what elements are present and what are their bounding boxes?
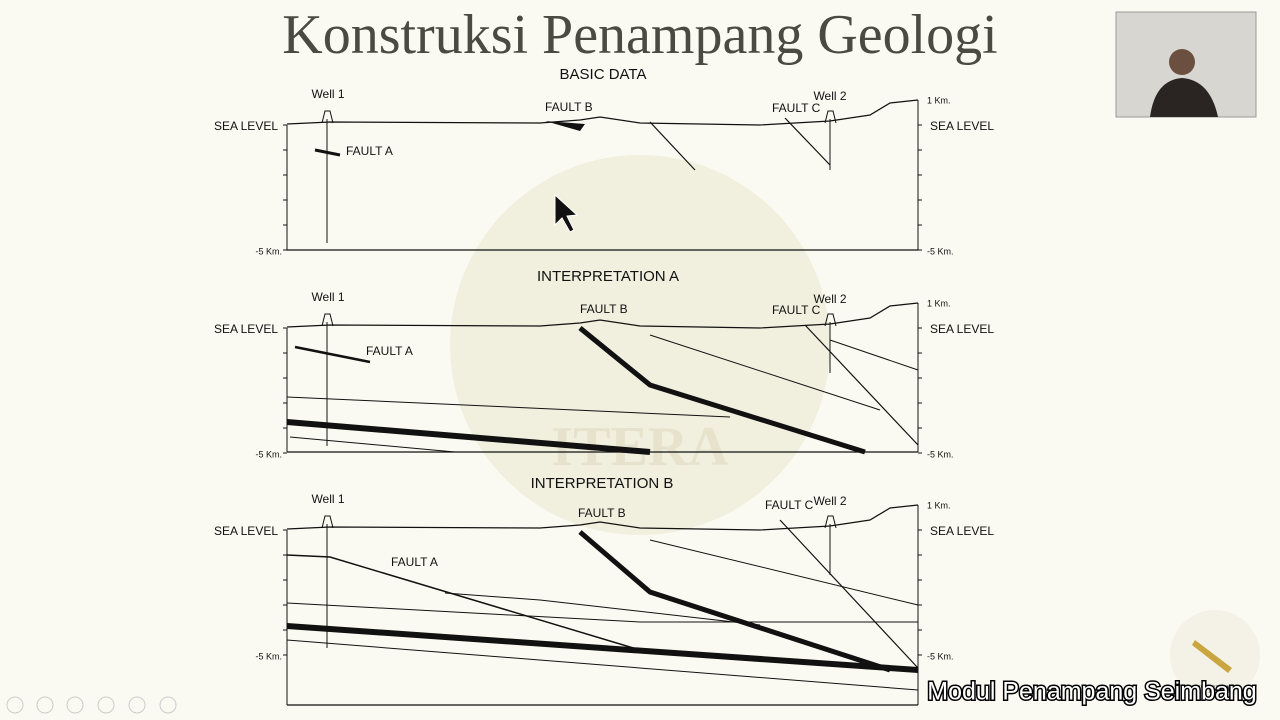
well-1-symbol	[321, 313, 334, 327]
fault-c	[784, 117, 831, 166]
scale-label: -5 Km.	[255, 449, 282, 459]
fault-b	[578, 530, 891, 673]
sea-level-label: SEA LEVEL	[214, 322, 278, 336]
surface	[286, 504, 919, 531]
fault-c	[779, 519, 919, 669]
horizon	[289, 436, 456, 453]
horizon	[829, 339, 919, 371]
fault-a	[314, 148, 341, 157]
well-1-symbol	[321, 110, 334, 124]
fault-b	[578, 326, 866, 455]
fault-label: FAULT B	[580, 302, 628, 316]
fault-label: FAULT C	[765, 498, 814, 512]
fault-label: FAULT B	[545, 100, 593, 114]
fault-trace	[649, 121, 696, 171]
logo-mark	[1192, 640, 1232, 673]
horizon	[444, 592, 761, 626]
slide-title: Konstruksi Penampang Geologi	[282, 4, 997, 66]
sea-level-label: SEA LEVEL	[214, 524, 278, 538]
surface	[286, 99, 919, 126]
horizon	[649, 334, 881, 411]
horizon	[286, 639, 919, 691]
surface	[286, 302, 919, 329]
presenter-body	[1150, 78, 1218, 117]
well-label: Well 2	[813, 89, 846, 103]
fault-a	[294, 345, 371, 364]
logo-text: ITERA	[1197, 684, 1232, 696]
well-label: Well 1	[311, 87, 344, 101]
panel-heading: INTERPRETATION B	[531, 475, 674, 492]
scale-label: -5 Km.	[927, 449, 954, 459]
fault-label: FAULT C	[772, 101, 821, 115]
scale-label: 1 Km.	[927, 95, 951, 105]
well-2-symbol	[824, 515, 837, 529]
sea-level-label: SEA LEVEL	[930, 524, 994, 538]
scale-label: -5 Km.	[255, 246, 282, 256]
sea-level-label: SEA LEVEL	[930, 119, 994, 133]
horizon	[649, 539, 919, 606]
fault-label: FAULT A	[346, 144, 393, 158]
fault-label: FAULT A	[391, 555, 438, 569]
fault-b	[545, 121, 585, 131]
panel-heading: BASIC DATA	[560, 66, 647, 83]
sea-level-label: SEA LEVEL	[214, 119, 278, 133]
logo	[1170, 610, 1260, 700]
cursor	[554, 193, 579, 233]
well-label: Well 2	[813, 494, 846, 508]
fault-label: FAULT C	[772, 303, 821, 317]
panel-heading: INTERPRETATION A	[537, 268, 679, 285]
scale-label: -5 Km.	[255, 651, 282, 661]
fault-c	[804, 324, 919, 446]
toolbar[interactable]	[6, 696, 177, 714]
well-label: Well 2	[813, 292, 846, 306]
well-2-symbol	[824, 110, 837, 124]
well-label: Well 1	[311, 492, 344, 506]
horizon	[286, 602, 918, 623]
well-label: Well 1	[311, 290, 344, 304]
fault-a	[286, 554, 641, 651]
scale-label: -5 Km.	[927, 651, 954, 661]
marker-bed	[286, 419, 651, 455]
fault-label: FAULT A	[366, 344, 413, 358]
well-1-symbol	[321, 515, 334, 529]
well-2-symbol	[824, 313, 837, 327]
scale-label: 1 Km.	[927, 298, 951, 308]
presenter-head	[1169, 49, 1195, 75]
horizon	[286, 396, 731, 418]
scale-label: 1 Km.	[927, 500, 951, 510]
marker-bed	[286, 623, 919, 673]
sea-level-label: SEA LEVEL	[930, 322, 994, 336]
scale-label: -5 Km.	[927, 246, 954, 256]
fault-label: FAULT B	[578, 506, 626, 520]
caption: Modul Penampang Seimbang	[927, 678, 1256, 706]
